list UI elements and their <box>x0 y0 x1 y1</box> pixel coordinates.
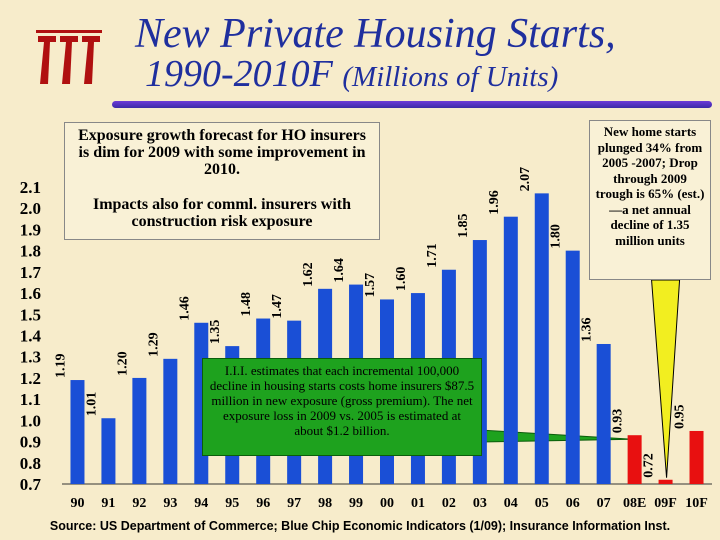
x-tick-label: 98 <box>318 496 332 511</box>
y-tick-label: 1.1 <box>20 390 41 409</box>
data-label: 1.71 <box>425 243 440 268</box>
bar-08E <box>627 435 642 484</box>
x-tick-label: 00 <box>380 496 394 511</box>
y-tick-label: 1.3 <box>20 348 41 367</box>
x-tick-label: 04 <box>504 496 518 511</box>
callout-pointers <box>479 279 681 478</box>
data-label: 1.01 <box>84 392 99 417</box>
bar-10F <box>689 430 704 484</box>
y-tick-label: 1.5 <box>20 305 41 324</box>
x-tick-label: 97 <box>287 496 301 511</box>
source-note: Source: US Department of Commerce; Blue … <box>49 519 671 533</box>
annotation-commercial-text: Impacts also for comml. insurers with co… <box>92 196 352 230</box>
data-label: 1.29 <box>146 332 161 357</box>
y-tick-label: 1.7 <box>20 263 42 282</box>
y-tick-label: 0.7 <box>20 475 42 494</box>
data-label: 1.47 <box>270 294 285 319</box>
chart-title-line2: 1990-2010F (Millions of Units) <box>145 52 558 96</box>
annotation-exposure-text: Exposure growth forecast for HO insurers… <box>78 127 366 178</box>
data-label: 1.57 <box>363 273 378 298</box>
bar-09F <box>658 479 673 484</box>
data-label: 1.19 <box>53 354 68 379</box>
y-tick-label: 1.6 <box>20 284 41 303</box>
x-tick-label: 95 <box>225 496 239 511</box>
data-label: 1.20 <box>115 351 130 376</box>
bar-91 <box>101 418 116 484</box>
iii-logo-mark <box>36 30 102 84</box>
x-tick-label: 05 <box>535 496 549 511</box>
x-tick-label: 06 <box>566 496 580 511</box>
y-tick-label: 1.4 <box>20 327 42 346</box>
x-tick-label: 03 <box>473 496 487 511</box>
callout-pointer-yellow <box>651 279 681 478</box>
bar-90 <box>70 380 85 484</box>
x-tick-label: 10F <box>685 496 708 511</box>
data-label: 1.48 <box>239 292 254 317</box>
title-units: (Millions of Units) <box>342 61 559 93</box>
y-tick-label: 2.1 <box>20 178 41 197</box>
x-tick-label: 90 <box>70 496 84 511</box>
annotation-exposure-growth: Exposure growth forecast for HO insurers… <box>64 122 380 240</box>
y-tick-label: 1.8 <box>20 242 41 261</box>
data-label: 0.95 <box>673 404 688 429</box>
data-label: 1.64 <box>332 258 347 283</box>
bar-06 <box>565 250 580 484</box>
bar-07 <box>596 343 611 484</box>
y-tick-label: 1.2 <box>20 369 41 388</box>
data-label: 0.93 <box>611 409 626 434</box>
data-label: 1.36 <box>580 317 595 342</box>
bar-04 <box>503 216 518 484</box>
y-axis: 0.7 0.8 0.9 1.0 1.1 1.2 1.3 1.4 1.5 1.6 1.7 1.8 1.9 2… <box>20 178 42 494</box>
annotation-iii-estimate: I.I.I. estimates that each incremental 1… <box>202 358 482 456</box>
bar-92 <box>132 377 147 484</box>
x-tick-label: 94 <box>194 496 208 511</box>
data-label: 1.46 <box>177 296 192 321</box>
x-tick-label: 99 <box>349 496 363 511</box>
x-tick-label: 01 <box>411 496 425 511</box>
iii-logo <box>36 30 102 84</box>
x-tick-label: 91 <box>101 496 115 511</box>
x-tick-label: 08E <box>623 496 646 511</box>
x-tick-label: 02 <box>442 496 456 511</box>
data-label: 1.35 <box>208 320 223 345</box>
title-divider <box>112 101 712 108</box>
y-tick-label: 1.0 <box>20 411 41 430</box>
data-label: 0.72 <box>642 453 657 478</box>
y-tick-label: 0.8 <box>20 454 41 473</box>
bar-labels: 90 1.19 91 1.01 92 1.20 93 1.29 94 1.46 95 1.35 96 1.… <box>53 167 707 511</box>
chart-title-line1: New Private Housing Starts, <box>135 11 616 57</box>
data-label: 1.60 <box>394 267 409 292</box>
x-tick-label: 09F <box>654 496 677 511</box>
bar-93 <box>163 358 178 484</box>
annotation-housing-plunge: New home starts plunged 34% from 2005 -2… <box>589 120 711 280</box>
data-label: 1.62 <box>301 262 316 287</box>
data-label: 1.80 <box>549 224 564 249</box>
data-label: 1.96 <box>487 190 502 215</box>
data-label: 1.85 <box>456 214 471 239</box>
y-tick-label: 2.0 <box>20 199 41 218</box>
data-label: 2.07 <box>518 167 533 192</box>
x-tick-label: 96 <box>256 496 270 511</box>
x-tick-label: 92 <box>132 496 146 511</box>
title-years: 1990-2010F <box>145 53 333 95</box>
y-tick-label: 0.9 <box>20 433 41 452</box>
y-tick-label: 1.9 <box>20 220 41 239</box>
x-tick-label: 93 <box>163 496 177 511</box>
bar-05 <box>534 193 549 484</box>
x-tick-label: 07 <box>597 496 611 511</box>
